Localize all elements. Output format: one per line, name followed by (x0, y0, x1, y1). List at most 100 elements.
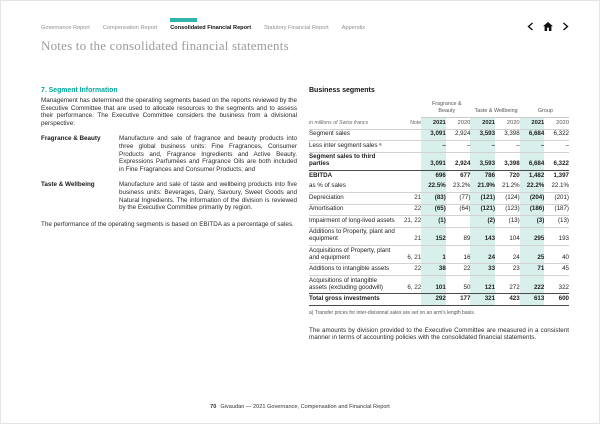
row-note (395, 128, 422, 141)
page-footer: 70 Givaudan — 2021 Governance, Compensati… (1, 404, 599, 410)
row-value: (3) (519, 215, 545, 228)
group-header: Group (519, 99, 569, 119)
group-header: Taste & Wellbeing (470, 99, 520, 119)
unit-label: in millions of Swiss francs (309, 117, 396, 130)
table-row: Acquisitions of intangible assets (exclu… (309, 274, 569, 294)
nav-item-consolidated-financial-report[interactable]: Consolidated Financial Report (170, 18, 251, 31)
row-value: 193 (544, 226, 569, 246)
definition-row: Fragrance & Beauty Manufacture and sale o… (41, 135, 297, 173)
row-value: 38 (421, 263, 446, 276)
year-header: 2020 (544, 117, 569, 130)
table-row: Acquisitions of Property, plant and equi… (309, 244, 569, 264)
row-value: 613 (519, 293, 545, 306)
chevron-right-icon[interactable] (562, 22, 569, 31)
row-value: (186) (519, 203, 545, 216)
row-value: (121) (470, 192, 496, 205)
row-value: 22.2% (519, 181, 545, 193)
row-value: (204) (519, 192, 545, 205)
row-label: Impairment of long-lived assets (309, 215, 396, 228)
row-value: (13) (495, 215, 520, 228)
row-value: (2) (470, 215, 496, 228)
nav-item-statutory-financial-report[interactable]: Statutory Financial Report (264, 25, 329, 31)
row-note (395, 140, 422, 153)
row-value: 720 (495, 170, 520, 182)
right-column: Business segments Fragrance & Beauty Tas… (309, 87, 569, 348)
row-value: 321 (470, 293, 496, 306)
row-value: – (421, 140, 446, 153)
row-label: Segment sales (309, 128, 396, 141)
row-value: 295 (519, 226, 545, 246)
row-value: 25 (519, 244, 545, 264)
row-value: 3,398 (495, 128, 520, 141)
row-value: 45 (544, 263, 569, 276)
nav-item-appendix[interactable]: Appendix (341, 25, 366, 31)
row-note (395, 151, 422, 171)
row-value: (1) (421, 215, 446, 228)
row-value: (124) (495, 192, 520, 205)
row-value: (187) (544, 203, 569, 216)
table-title: Business segments (309, 87, 375, 94)
definition-row: Taste & Wellbeing Manufacture and sale of… (41, 181, 297, 211)
row-value: 143 (470, 226, 496, 246)
row-value: 177 (445, 293, 471, 306)
row-note: 21 (395, 192, 422, 205)
row-value: 71 (519, 263, 545, 276)
table-row: Depreciation 21 (83) (77) (121) (124) (204) (20… (309, 192, 569, 205)
row-value: 2,924 (445, 128, 471, 141)
row-value: 21.9% (470, 181, 496, 193)
page-title: Notes to the consolidated financial stat… (41, 38, 289, 53)
row-value: 272 (495, 274, 520, 294)
row-value: (83) (421, 192, 446, 205)
row-value: (77) (445, 192, 471, 205)
row-value: 21.2% (502, 182, 520, 190)
row-value: 16 (445, 244, 471, 264)
page-number: 70 (210, 404, 217, 410)
row-value: 23 (495, 263, 520, 276)
table-row: Less inter segment sales ᵃ – – – – – – (309, 140, 569, 153)
row-value: 40 (544, 244, 569, 264)
closing-paragraph: The performance of the operating segment… (41, 220, 294, 228)
row-note: 6, 22 (395, 274, 422, 294)
table-row: Impairment of long-lived assets 21, 22 (1)… (309, 215, 569, 228)
row-value: 1 (421, 244, 446, 264)
row-value: 23.2% (452, 182, 471, 190)
row-value: 6,322 (544, 151, 569, 171)
row-value: 152 (421, 226, 446, 246)
row-value: – (495, 140, 520, 153)
row-value: (64) (445, 203, 471, 216)
chevron-left-icon[interactable] (527, 22, 534, 31)
row-label: Additions to intangible assets (309, 263, 396, 276)
row-value: 1,397 (544, 170, 569, 182)
footer-text: Givaudan — 2021 Governance, Compensation… (220, 404, 390, 410)
row-value: 24 (495, 244, 520, 264)
row-value: 3,398 (495, 151, 520, 171)
group-header-row: Fragrance & Beauty Taste & Wellbeing Gro… (309, 99, 569, 119)
row-value: 3,593 (470, 128, 496, 141)
home-icon[interactable] (543, 22, 553, 31)
row-value: (123) (495, 203, 520, 216)
row-label: Amortisation (309, 203, 396, 216)
nav-item-governance-report[interactable]: Governance Report (41, 25, 90, 31)
row-value: 24 (470, 244, 496, 264)
definitions-list: Fragrance & Beauty Manufacture and sale o… (41, 135, 297, 211)
row-value: 50 (445, 274, 471, 294)
row-label: Total gross investments (309, 293, 396, 306)
row-value: 1,482 (519, 170, 545, 182)
row-value: – (470, 140, 496, 153)
table-row: Total gross investments 292 177 321 423 613 60… (309, 293, 569, 306)
table-footnote: a) Transfer prices for inter-divisional … (309, 309, 476, 316)
row-value: 104 (495, 226, 520, 246)
row-value: 6,684 (519, 128, 545, 141)
row-value: (201) (544, 192, 569, 205)
table-row: Amortisation 22 (65) (64) (121) (123) (186) (18… (309, 203, 569, 216)
row-note: 22 (395, 263, 422, 276)
row-label: Depreciation (309, 192, 396, 205)
row-note: 21 (395, 226, 422, 246)
row-label: Acquisitions of intangible assets (exclu… (309, 274, 396, 294)
section-heading: 7. Segment Information (41, 87, 118, 94)
row-value: 222 (519, 274, 545, 294)
nav-item-compensation-report[interactable]: Compensation Report (102, 25, 158, 31)
definition-description: Manufacture and sale of taste and wellbe… (119, 181, 297, 212)
row-value: 292 (421, 293, 446, 306)
row-value: (121) (470, 203, 496, 216)
